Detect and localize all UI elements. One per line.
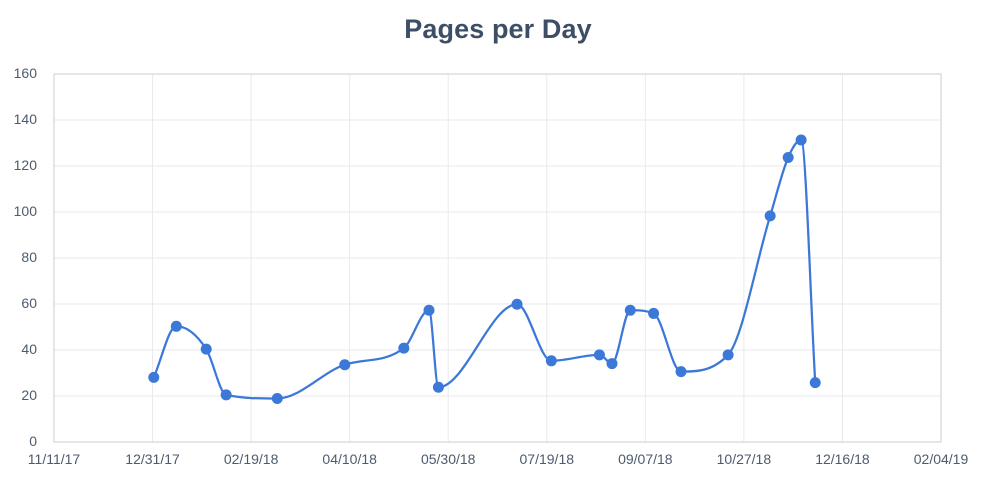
svg-text:12/16/18: 12/16/18 xyxy=(815,451,870,467)
svg-text:10/27/18: 10/27/18 xyxy=(717,451,772,467)
svg-text:09/07/18: 09/07/18 xyxy=(618,451,673,467)
svg-text:11/11/17: 11/11/17 xyxy=(28,451,81,467)
svg-text:04/10/18: 04/10/18 xyxy=(322,451,377,467)
svg-text:07/19/18: 07/19/18 xyxy=(520,451,575,467)
svg-text:120: 120 xyxy=(14,157,38,173)
svg-text:05/30/18: 05/30/18 xyxy=(421,451,476,467)
svg-text:12/31/17: 12/31/17 xyxy=(125,451,180,467)
svg-text:160: 160 xyxy=(14,65,38,81)
svg-text:20: 20 xyxy=(21,387,37,403)
svg-text:100: 100 xyxy=(14,203,38,219)
svg-text:60: 60 xyxy=(21,295,37,311)
svg-text:40: 40 xyxy=(21,341,37,357)
svg-text:02/19/18: 02/19/18 xyxy=(224,451,279,467)
svg-text:02/04/19: 02/04/19 xyxy=(914,451,969,467)
svg-text:0: 0 xyxy=(29,433,37,449)
svg-text:140: 140 xyxy=(14,111,38,127)
svg-text:80: 80 xyxy=(21,249,37,265)
